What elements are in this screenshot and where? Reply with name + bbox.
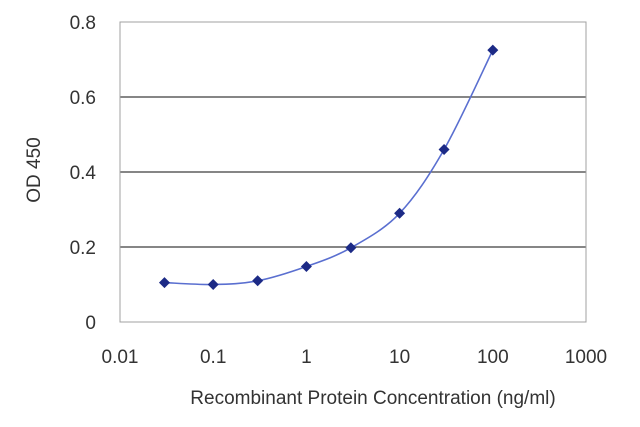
- data-point: [252, 275, 264, 287]
- y-tick-label: 0.2: [70, 238, 96, 259]
- y-tick-labels: 0 0.2 0.4 0.6 0.8: [70, 13, 97, 334]
- y-tick-label: 0: [85, 313, 96, 334]
- y-tick-label: 0.8: [70, 13, 96, 34]
- x-tick-labels: 0.01 0.1 1 10 100 1000: [102, 347, 608, 368]
- x-axis-title: Recombinant Protein Concentration (ng/ml…: [190, 388, 555, 409]
- data-point: [207, 279, 219, 290]
- x-tick-label: 100: [477, 347, 509, 368]
- y-axis-title: OD 450: [24, 137, 45, 202]
- data-point: [158, 277, 170, 289]
- y-tick-label: 0.4: [70, 163, 97, 184]
- data-point: [300, 261, 312, 272]
- x-tick-label: 10: [389, 347, 410, 368]
- marker-group: [158, 44, 499, 290]
- x-tick-label: 1: [301, 347, 312, 368]
- x-tick-label: 1000: [565, 347, 607, 368]
- series-line: [164, 49, 494, 286]
- plot-area-frame: [119, 21, 587, 323]
- data-point: [394, 207, 406, 219]
- x-tick-label: 0.1: [200, 347, 226, 368]
- data-point: [487, 44, 499, 56]
- data-point: [438, 144, 450, 155]
- y-tick-label: 0.6: [70, 88, 96, 109]
- grid-lines: [120, 96, 586, 248]
- x-tick-label: 0.01: [102, 347, 139, 368]
- data-point: [345, 242, 357, 254]
- series-group: [164, 49, 494, 286]
